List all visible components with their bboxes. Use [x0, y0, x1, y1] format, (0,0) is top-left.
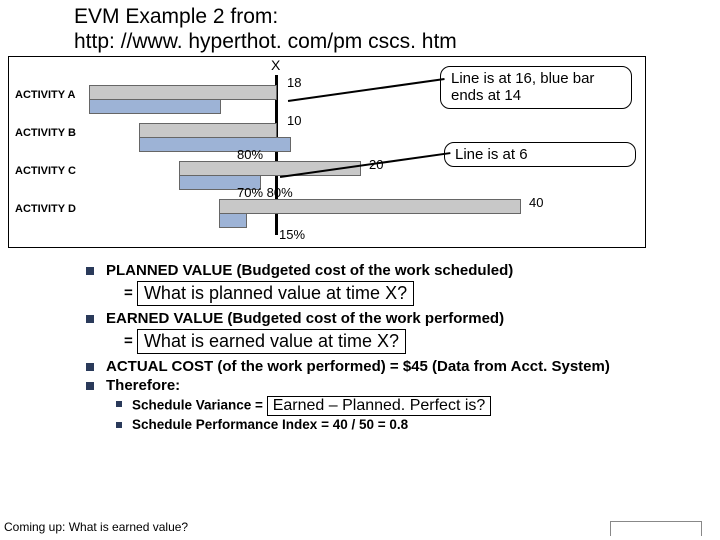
- title-line-1: EVM Example 2 from:: [74, 5, 278, 28]
- bullet-icon: [86, 363, 94, 371]
- bullet-equation: = What is earned value at time X?: [124, 329, 700, 354]
- bullet-item: Therefore:: [86, 377, 700, 394]
- callout-text: ends at 14: [451, 87, 521, 104]
- question-box: What is planned value at time X?: [137, 281, 414, 306]
- row-label: ACTIVITY A: [15, 89, 76, 101]
- row-label: ACTIVITY B: [15, 127, 76, 139]
- bullet-item: ACTUAL COST (of the work performed) = $4…: [86, 358, 700, 375]
- row-label: ACTIVITY D: [15, 203, 76, 215]
- question-box: What is earned value at time X?: [137, 329, 406, 354]
- callout-box: Line is at 6: [444, 142, 636, 167]
- percent-label: 70% 80%: [237, 185, 293, 200]
- equals-sign: =: [124, 284, 137, 301]
- callout-text: Line is at 6: [455, 146, 528, 163]
- sub-bullet-text: Schedule Variance =: [132, 398, 267, 413]
- bar: [89, 99, 221, 114]
- percent-label: 80%: [237, 147, 263, 162]
- callout-text: Line is at 16, blue bar: [451, 70, 594, 87]
- row-label: ACTIVITY C: [15, 165, 76, 177]
- bullet-item: EARNED VALUE (Budgeted cost of the work …: [86, 310, 700, 327]
- bullet-text: ACTUAL COST (of the work performed) = $4…: [106, 358, 610, 375]
- page-title: EVM Example 2 from: http: //www. hyperth…: [74, 4, 457, 54]
- footer-text: Coming up: What is earned value?: [4, 520, 188, 534]
- answer-box: Earned – Planned. Perfect is?: [267, 396, 492, 416]
- sub-bullet-text: Schedule Performance Index = 40 / 50 = 0…: [132, 417, 408, 432]
- bullet-icon: [116, 422, 122, 428]
- sub-bullet-item: Schedule Performance Index = 40 / 50 = 0…: [116, 417, 700, 432]
- bar: [139, 123, 277, 138]
- x-axis-label: X: [271, 57, 280, 73]
- bullet-icon: [86, 382, 94, 390]
- title-line-2: http: //www. hyperthot. com/pm cscs. htm: [74, 30, 457, 53]
- sub-bullet-item: Schedule Variance = Earned – Planned. Pe…: [116, 396, 700, 416]
- bullet-item: PLANNED VALUE (Budgeted cost of the work…: [86, 262, 700, 279]
- value-label: 40: [529, 195, 543, 210]
- bullet-text: PLANNED VALUE (Budgeted cost of the work…: [106, 262, 513, 279]
- bullet-text: Therefore:: [106, 377, 180, 394]
- bullet-text: EARNED VALUE (Budgeted cost of the work …: [106, 310, 504, 327]
- bar: [219, 213, 247, 228]
- callout-box: Line is at 16, blue barends at 14: [440, 66, 632, 109]
- equals-sign: =: [124, 332, 137, 349]
- value-label: 10: [287, 113, 301, 128]
- chart-row: ACTIVITY D4070% 80%: [9, 199, 645, 227]
- bullet-icon: [86, 315, 94, 323]
- sub-bullet-list: Schedule Variance = Earned – Planned. Pe…: [116, 396, 700, 432]
- bullet-equation: = What is planned value at time X?: [124, 281, 700, 306]
- bullet-icon: [116, 401, 122, 407]
- corner-decoration: [610, 521, 702, 536]
- bullet-icon: [86, 267, 94, 275]
- bar: [139, 137, 291, 152]
- value-label: 18: [287, 75, 301, 90]
- bullet-list: PLANNED VALUE (Budgeted cost of the work…: [86, 262, 700, 433]
- bar: [89, 85, 277, 100]
- bar: [219, 199, 521, 214]
- bottom-percent: 15%: [279, 227, 305, 242]
